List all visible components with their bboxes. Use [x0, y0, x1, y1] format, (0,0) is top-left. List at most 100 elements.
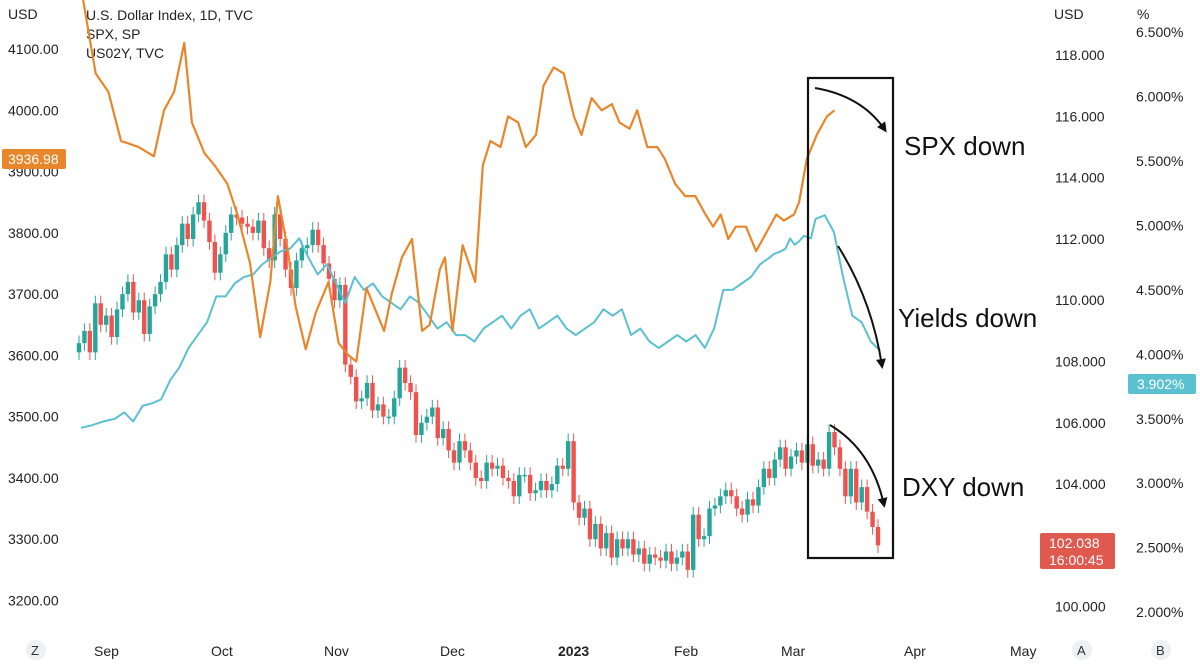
dxy-candles: [76, 194, 881, 578]
dxy-candle: [250, 219, 256, 241]
usd-tick-label: 118.000: [1055, 47, 1105, 63]
left-tick-label: 3300.00: [8, 531, 59, 547]
right-axis-pct[interactable]: 6.500% 6.000% 5.500% 5.000% 4.500% 4.000% 3.50…: [1136, 24, 1183, 620]
button-b-label: B: [1156, 643, 1165, 658]
dxy-candle: [826, 424, 832, 477]
dxy-candle: [495, 458, 500, 477]
dxy-candle: [315, 222, 321, 253]
dxy-candle: [604, 525, 609, 557]
dxy-candle: [440, 421, 446, 446]
dxy-candle: [620, 531, 625, 557]
dxy-candle: [734, 488, 739, 517]
dxy-candle: [446, 421, 451, 459]
pct-tick-label: 6.500%: [1136, 24, 1183, 40]
dxy-candle: [614, 531, 620, 566]
dxy-candle: [587, 500, 593, 547]
left-axis-unit: USD: [8, 6, 38, 22]
x-axis[interactable]: Sep Oct Nov Dec 2023 Feb Mar Apr May: [94, 643, 1036, 659]
dxy-candle: [565, 433, 571, 477]
dxy-candle: [169, 246, 174, 278]
dxy-candle: [375, 396, 381, 419]
dxy-candle: [663, 543, 669, 569]
dxy-candle: [76, 335, 82, 360]
dxy-candle: [707, 500, 712, 544]
dxy-candle: [511, 473, 517, 504]
auto-scale-button-a[interactable]: A: [1072, 640, 1092, 660]
dxy-candle: [810, 436, 815, 474]
us02y-price-tag-text: 3.902%: [1137, 376, 1184, 392]
dxy-candle: [479, 470, 484, 489]
left-axis[interactable]: 4100.004000.003900.003800.003700.003600.…: [8, 41, 59, 608]
dxy-candle: [723, 482, 729, 504]
usd-tick-label: 108.000: [1055, 354, 1106, 370]
x-tick-label: May: [1010, 643, 1036, 659]
button-a-label: A: [1077, 643, 1086, 658]
dxy-candle: [310, 222, 315, 253]
dxy-candle: [538, 473, 544, 498]
legend-spx[interactable]: SPX, SP: [86, 26, 140, 42]
dxy-candle: [848, 461, 854, 504]
dxy-candle: [854, 461, 859, 511]
dxy-candle: [582, 500, 587, 526]
dxy-candle: [647, 546, 652, 572]
dxy-candle: [82, 323, 87, 351]
legend-dxy[interactable]: U.S. Dollar Index, 1D, TVC: [86, 7, 253, 23]
dxy-candle: [500, 458, 506, 486]
legend-us02y[interactable]: US02Y, TVC: [86, 45, 164, 61]
x-tick-label: Dec: [440, 643, 465, 659]
dxy-candle: [816, 451, 821, 474]
spx-price-tag-text: 3936.98: [8, 151, 59, 167]
pct-tick-label: 4.500%: [1136, 282, 1183, 298]
dxy-candle: [87, 323, 93, 360]
x-tick-label: Nov: [324, 643, 349, 659]
pct-tick-label: 5.000%: [1136, 218, 1183, 234]
dxy-candle: [783, 439, 788, 477]
dxy-candle: [364, 375, 370, 406]
right-axis-usd[interactable]: 118.000 116.000 114.000 112.000 110.000 108.0…: [1055, 47, 1106, 614]
dxy-candle: [555, 458, 560, 492]
dxy-candle: [109, 307, 114, 345]
dxy-candle: [712, 497, 718, 517]
dxy-candle: [201, 194, 207, 229]
left-tick-label: 3500.00: [8, 409, 59, 425]
dxy-candle: [750, 491, 756, 514]
dxy-candle: [821, 451, 826, 477]
dxy-candle: [685, 543, 690, 578]
yields-down-arrow: [837, 245, 886, 369]
dxy-candle: [402, 359, 408, 391]
auto-scale-button-z[interactable]: Z: [26, 640, 46, 660]
annotation-dxy-down: DXY down: [902, 472, 1024, 502]
dxy-candle: [756, 479, 761, 514]
dxy-candle: [832, 424, 837, 455]
dxy-candle: [870, 503, 875, 535]
left-tick-label: 3400.00: [8, 470, 59, 486]
dxy-candle: [625, 531, 631, 557]
left-tick-label: 3800.00: [8, 225, 59, 241]
dxy-candle: [228, 206, 234, 241]
dxy-candle: [788, 448, 794, 477]
dxy-candle: [799, 442, 805, 471]
dxy-candle: [794, 442, 799, 465]
dxy-candle: [560, 458, 565, 477]
dxy-candle: [381, 396, 386, 425]
dxy-candle: [642, 540, 647, 572]
dxy-candle: [343, 277, 348, 373]
left-tick-label: 3600.00: [8, 347, 59, 363]
dxy-candle: [506, 470, 511, 489]
x-tick-label: Feb: [674, 643, 698, 659]
auto-scale-button-b[interactable]: B: [1151, 640, 1171, 660]
dxy-candle: [718, 488, 723, 514]
x-tick-label: Mar: [781, 643, 805, 659]
pct-tick-label: 3.500%: [1136, 411, 1183, 427]
legend: U.S. Dollar Index, 1D, TVC SPX, SP US02Y…: [86, 7, 253, 61]
dxy-candle: [413, 384, 419, 443]
dxy-candle: [430, 399, 435, 425]
dxy-candle: [392, 390, 397, 425]
spx-down-arrow: [814, 87, 887, 133]
dxy-candle: [729, 482, 734, 504]
dxy-candle: [190, 206, 196, 247]
dxy-candle: [843, 461, 848, 504]
dxy-candle: [267, 240, 272, 269]
dxy-candle: [98, 295, 103, 333]
